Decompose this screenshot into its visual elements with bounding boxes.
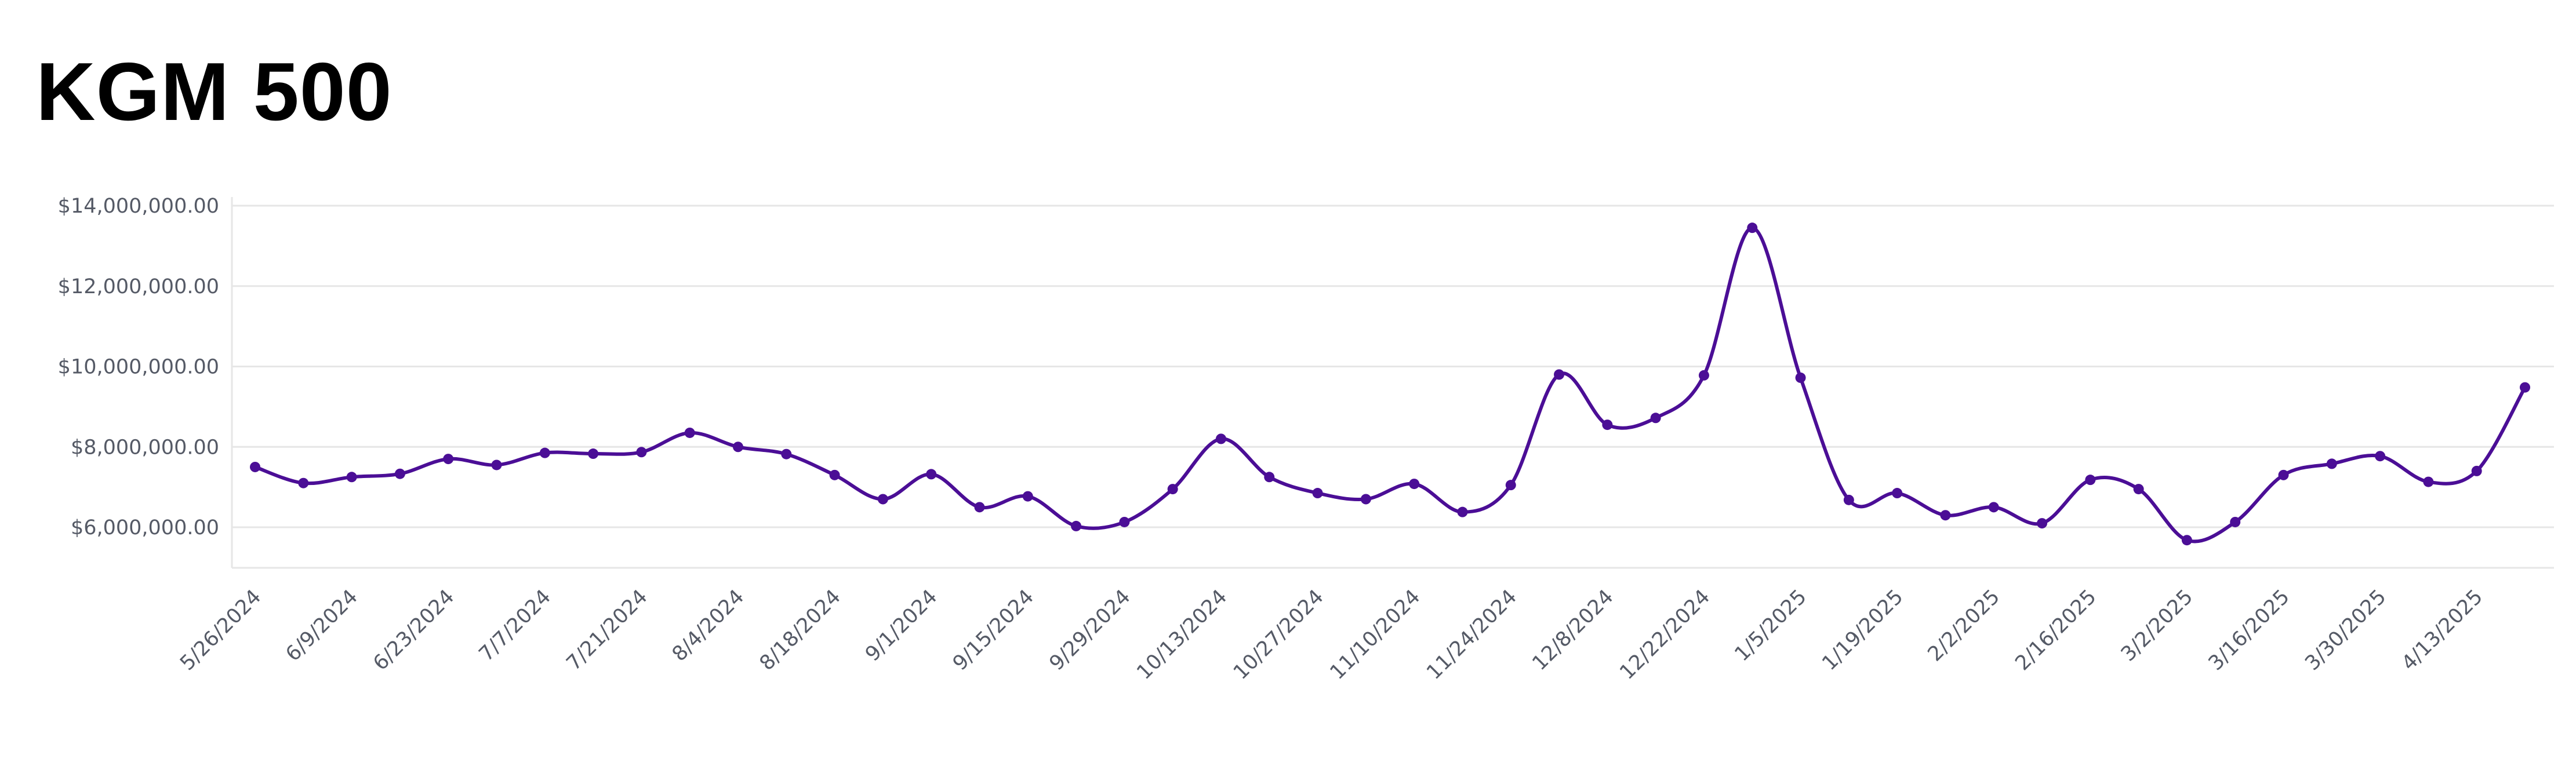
grid-lines xyxy=(232,205,2554,528)
data-point xyxy=(1312,488,1323,499)
data-point xyxy=(1602,420,1613,431)
x-tick-label: 8/18/2024 xyxy=(755,585,845,675)
x-tick-label: 11/24/2024 xyxy=(1422,585,1521,684)
x-tick-label: 8/4/2024 xyxy=(668,585,749,666)
data-point xyxy=(829,469,840,480)
data-point xyxy=(1457,506,1468,517)
data-point xyxy=(2278,469,2289,480)
data-point xyxy=(2520,382,2530,393)
data-point xyxy=(1698,370,1709,381)
data-point xyxy=(1409,479,1420,490)
data-point xyxy=(2471,465,2482,476)
data-point xyxy=(1795,372,1806,383)
x-tick-label: 3/2/2025 xyxy=(2117,585,2197,666)
x-tick-label: 6/23/2024 xyxy=(369,585,459,675)
y-axis-tick-labels: $6,000,000.00 $8,000,000.00 $10,000,000.00… xyxy=(58,195,219,539)
x-tick-label: 1/5/2025 xyxy=(1730,585,1811,666)
data-point xyxy=(636,447,647,458)
data-point xyxy=(926,469,937,480)
data-point xyxy=(1022,491,1033,502)
data-point xyxy=(1843,494,1854,505)
data-point xyxy=(1940,510,1951,521)
data-point xyxy=(974,502,985,513)
data-point xyxy=(2326,458,2337,469)
x-tick-label: 2/2/2025 xyxy=(1924,585,2004,666)
data-point xyxy=(2423,476,2434,487)
data-point xyxy=(877,494,888,505)
x-tick-label: 10/27/2024 xyxy=(1229,585,1328,684)
data-point xyxy=(2085,475,2096,486)
x-tick-label: 9/15/2024 xyxy=(949,585,1038,675)
x-axis-tick-labels: 5/26/2024 6/9/2024 6/23/2024 7/7/2024 7/21/2… xyxy=(176,585,2487,684)
data-point xyxy=(1554,369,1565,380)
x-tick-label: 9/1/2024 xyxy=(861,585,942,666)
data-point xyxy=(1215,433,1226,444)
data-point xyxy=(1119,516,1130,527)
data-point xyxy=(1988,502,1999,513)
x-tick-label: 2/16/2025 xyxy=(2011,585,2101,675)
data-point xyxy=(781,448,792,459)
chart-title: KGM 500 xyxy=(36,46,393,138)
data-point xyxy=(1650,413,1661,424)
data-point xyxy=(491,459,502,470)
x-tick-label: 10/13/2024 xyxy=(1132,585,1231,684)
x-tick-label: 3/30/2025 xyxy=(2301,585,2390,675)
x-tick-label: 7/7/2024 xyxy=(475,585,555,666)
x-tick-label: 12/8/2024 xyxy=(1528,585,1618,675)
y-tick-label: $12,000,000.00 xyxy=(58,275,219,298)
data-point xyxy=(732,442,743,453)
data-point xyxy=(588,448,599,459)
axes xyxy=(231,197,2554,569)
x-tick-label: 9/29/2024 xyxy=(1045,585,1135,675)
y-tick-label: $10,000,000.00 xyxy=(58,356,219,379)
x-tick-label: 4/13/2025 xyxy=(2397,585,2487,675)
data-point xyxy=(684,427,695,438)
data-point xyxy=(346,472,357,483)
x-tick-label: 3/16/2025 xyxy=(2204,585,2294,675)
y-tick-label: $6,000,000.00 xyxy=(71,516,219,539)
data-point xyxy=(2181,535,2192,546)
x-tick-label: 1/19/2025 xyxy=(1818,585,1908,675)
series xyxy=(253,226,2527,544)
x-tick-label: 6/9/2024 xyxy=(282,585,362,666)
data-point xyxy=(394,468,405,479)
data-point xyxy=(1747,222,1758,234)
x-tick-label: 12/22/2024 xyxy=(1615,585,1714,684)
data-point xyxy=(298,477,309,488)
data-point xyxy=(2375,451,2386,462)
x-tick-label: 7/21/2024 xyxy=(562,585,652,675)
data-point xyxy=(1505,480,1516,491)
x-tick-label: 11/10/2024 xyxy=(1326,585,1425,684)
data-point xyxy=(2037,518,2048,529)
data-point xyxy=(539,447,550,458)
series-line xyxy=(253,226,2527,544)
data-point xyxy=(2230,516,2241,527)
data-point xyxy=(1264,472,1275,483)
data-point xyxy=(1167,484,1178,495)
y-tick-label: $14,000,000.00 xyxy=(58,195,219,218)
data-point xyxy=(1071,520,1082,531)
data-point xyxy=(443,454,454,465)
y-tick-label: $8,000,000.00 xyxy=(71,436,219,459)
data-point xyxy=(2133,484,2144,495)
x-tick-label: 5/26/2024 xyxy=(176,585,266,675)
data-points xyxy=(250,222,2530,546)
data-point xyxy=(1892,488,1903,499)
data-point xyxy=(250,461,260,472)
data-point xyxy=(1360,494,1371,505)
